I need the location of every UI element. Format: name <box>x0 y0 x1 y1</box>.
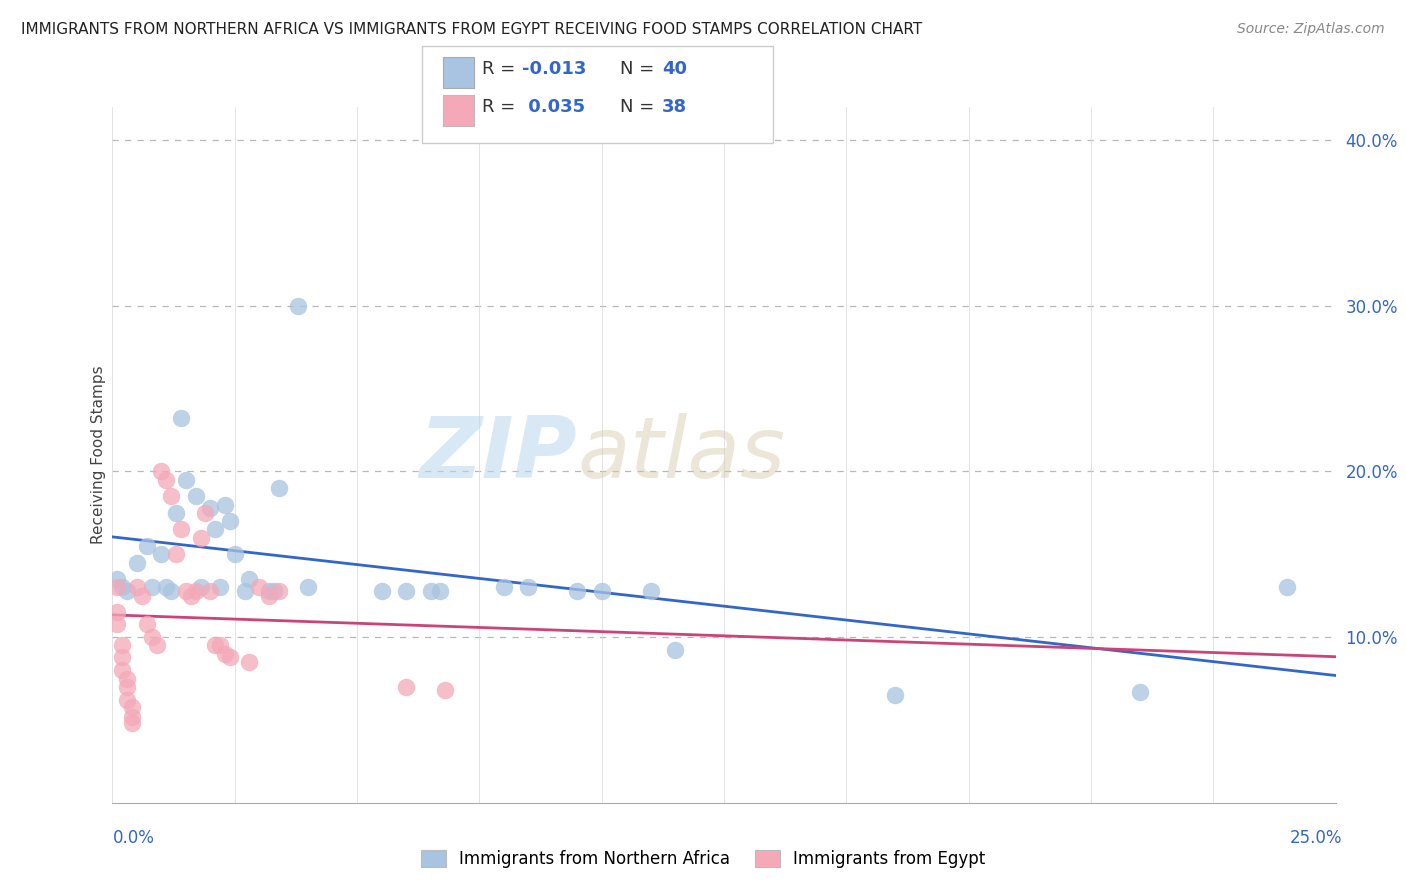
Point <box>640 583 662 598</box>
Point <box>174 583 197 598</box>
Point <box>517 581 540 595</box>
Y-axis label: Receiving Food Stamps: Receiving Food Stamps <box>90 366 105 544</box>
Point <box>395 680 418 694</box>
Text: N =: N = <box>620 60 659 78</box>
Text: 40: 40 <box>662 60 688 78</box>
Point <box>105 616 128 631</box>
Point <box>204 523 226 537</box>
Point <box>200 583 222 598</box>
Text: ZIP: ZIP <box>419 413 578 497</box>
Point <box>257 583 280 598</box>
Point <box>121 699 143 714</box>
Legend: Immigrants from Northern Africa, Immigrants from Egypt: Immigrants from Northern Africa, Immigra… <box>413 843 993 875</box>
Point <box>567 583 589 598</box>
Point <box>125 556 148 570</box>
Point <box>125 581 148 595</box>
Point <box>238 572 260 586</box>
Point <box>247 581 270 595</box>
Point <box>224 547 246 561</box>
Point <box>135 616 157 631</box>
Point <box>111 650 134 665</box>
Point <box>419 583 441 598</box>
Point <box>184 489 207 503</box>
Point <box>209 581 232 595</box>
Point <box>150 465 173 479</box>
Point <box>145 639 167 653</box>
Point <box>190 581 212 595</box>
Point <box>370 583 392 598</box>
Point <box>395 583 418 598</box>
Point <box>121 716 143 731</box>
Point <box>141 581 163 595</box>
Point <box>115 680 138 694</box>
Point <box>209 639 232 653</box>
Point <box>160 583 183 598</box>
Point <box>263 583 285 598</box>
Text: IMMIGRANTS FROM NORTHERN AFRICA VS IMMIGRANTS FROM EGYPT RECEIVING FOOD STAMPS C: IMMIGRANTS FROM NORTHERN AFRICA VS IMMIG… <box>21 22 922 37</box>
Point <box>434 683 457 698</box>
Point <box>233 583 256 598</box>
Point <box>214 498 236 512</box>
Point <box>204 639 226 653</box>
Point <box>121 709 143 723</box>
Point <box>238 655 260 669</box>
Point <box>429 583 451 598</box>
Point <box>257 589 280 603</box>
Text: 25.0%: 25.0% <box>1291 829 1343 847</box>
Point <box>115 693 138 707</box>
Point <box>200 500 222 515</box>
Point <box>155 473 177 487</box>
Text: R =: R = <box>482 60 522 78</box>
Point <box>165 506 187 520</box>
Point <box>150 547 173 561</box>
Text: 0.035: 0.035 <box>522 97 585 115</box>
Point <box>591 583 613 598</box>
Point <box>111 581 134 595</box>
Text: -0.013: -0.013 <box>522 60 586 78</box>
Point <box>180 589 202 603</box>
Point <box>190 531 212 545</box>
Point <box>115 672 138 686</box>
Point <box>219 650 242 665</box>
Point <box>174 473 197 487</box>
Point <box>1129 685 1152 699</box>
Point <box>287 299 309 313</box>
Point <box>884 688 907 702</box>
Text: R =: R = <box>482 97 522 115</box>
Point <box>105 572 128 586</box>
Point <box>492 581 515 595</box>
Point <box>141 630 163 644</box>
Text: atlas: atlas <box>578 413 786 497</box>
Point <box>115 583 138 598</box>
Point <box>135 539 157 553</box>
Point <box>297 581 319 595</box>
Text: 0.0%: 0.0% <box>112 829 155 847</box>
Point <box>165 547 187 561</box>
Point <box>131 589 153 603</box>
Point <box>1275 581 1298 595</box>
Point <box>184 583 207 598</box>
Point <box>267 481 290 495</box>
Point <box>105 605 128 619</box>
Point <box>160 489 183 503</box>
Point <box>111 639 134 653</box>
Text: N =: N = <box>620 97 659 115</box>
Point <box>214 647 236 661</box>
Point <box>170 523 193 537</box>
Point <box>664 643 686 657</box>
Point <box>219 514 242 528</box>
Text: 38: 38 <box>662 97 688 115</box>
Point <box>194 506 217 520</box>
Point <box>105 581 128 595</box>
Point <box>155 581 177 595</box>
Point <box>111 663 134 677</box>
Text: Source: ZipAtlas.com: Source: ZipAtlas.com <box>1237 22 1385 37</box>
Point <box>267 583 290 598</box>
Point <box>170 411 193 425</box>
